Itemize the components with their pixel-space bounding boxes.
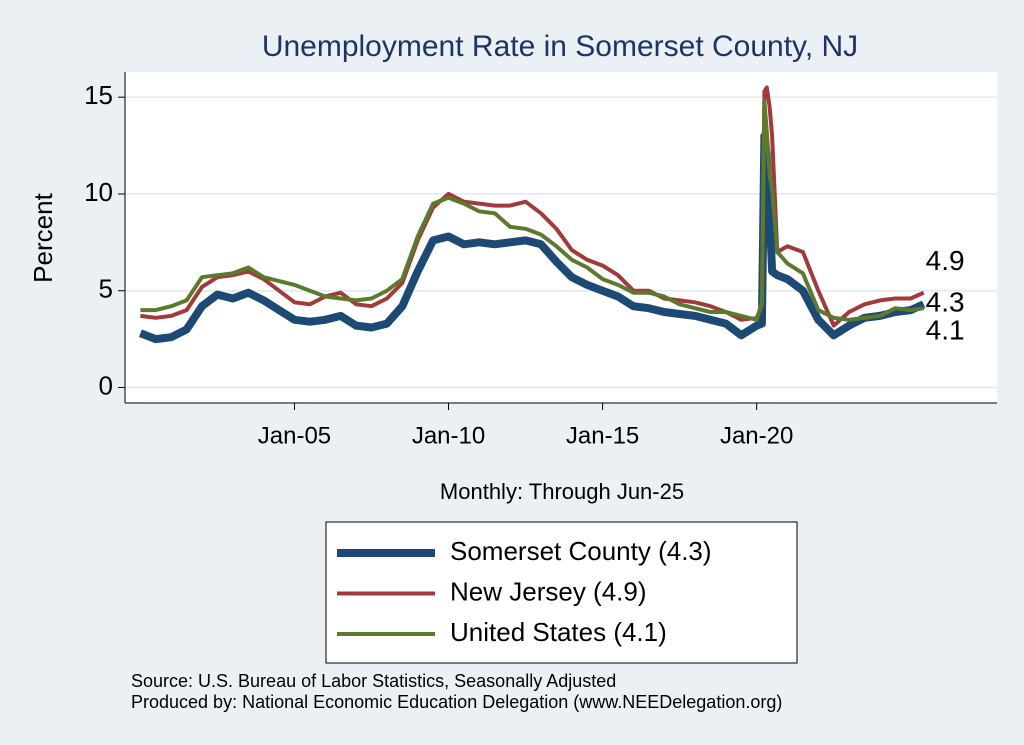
chart-title: Unemployment Rate in Somerset County, NJ <box>262 30 858 63</box>
series-line <box>138 131 926 344</box>
x-tick-label: Jan-15 <box>566 422 639 449</box>
series-line <box>140 85 925 328</box>
x-tick-label: Jan-05 <box>258 422 331 449</box>
y-tick-label: 0 <box>99 370 113 400</box>
end-label: 4.3 <box>926 287 965 318</box>
legend-label: Somerset County (4.3) <box>450 536 712 566</box>
lines <box>138 85 926 344</box>
series-line <box>140 99 924 322</box>
producer-note: Produced by: National Economic Education… <box>131 692 782 712</box>
x-axis-label: Monthly: Through Jun-25 <box>440 479 684 504</box>
end-label: 4.1 <box>926 315 965 346</box>
x-tick-label: Jan-20 <box>720 422 793 449</box>
x-tick-label: Jan-10 <box>412 422 485 449</box>
y-axis-label: Percent <box>28 192 58 282</box>
legend-label: United States (4.1) <box>450 617 667 647</box>
end-label: 4.9 <box>926 245 965 276</box>
y-tick-label: 5 <box>99 274 113 304</box>
y-tick-label: 10 <box>84 177 113 207</box>
source-note: Source: U.S. Bureau of Labor Statistics,… <box>131 671 616 691</box>
grid <box>125 96 997 389</box>
legend-label: New Jersey (4.9) <box>450 576 647 606</box>
y-tick-label: 15 <box>84 80 113 110</box>
